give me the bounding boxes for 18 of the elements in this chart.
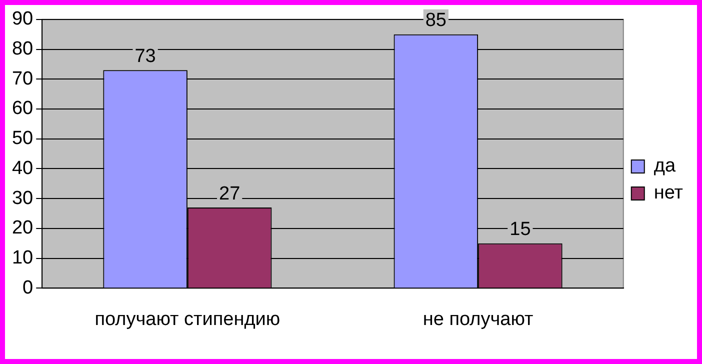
data-label: 73 xyxy=(134,46,156,67)
y-tick-label: 0 xyxy=(22,277,34,298)
data-label: 85 xyxy=(425,10,446,32)
y-tick-label: 70 xyxy=(12,68,34,90)
legend-label: да xyxy=(654,156,676,177)
legend-label: нет xyxy=(654,182,684,204)
y-tick-label: 20 xyxy=(12,218,34,239)
y-tick-label: 30 xyxy=(12,188,34,209)
y-tick-label: 80 xyxy=(12,38,34,60)
y-tick-label: 60 xyxy=(12,98,34,120)
data-label: 15 xyxy=(510,219,531,240)
y-tick-label: 40 xyxy=(12,158,34,179)
y-tick-label: 90 xyxy=(12,8,34,30)
y-tick-label: 10 xyxy=(12,248,34,269)
x-tick-label: получают стипендию xyxy=(94,308,280,330)
x-tick-label: не получают xyxy=(422,308,534,330)
data-label: 27 xyxy=(219,183,240,204)
y-tick-label: 50 xyxy=(12,128,34,150)
